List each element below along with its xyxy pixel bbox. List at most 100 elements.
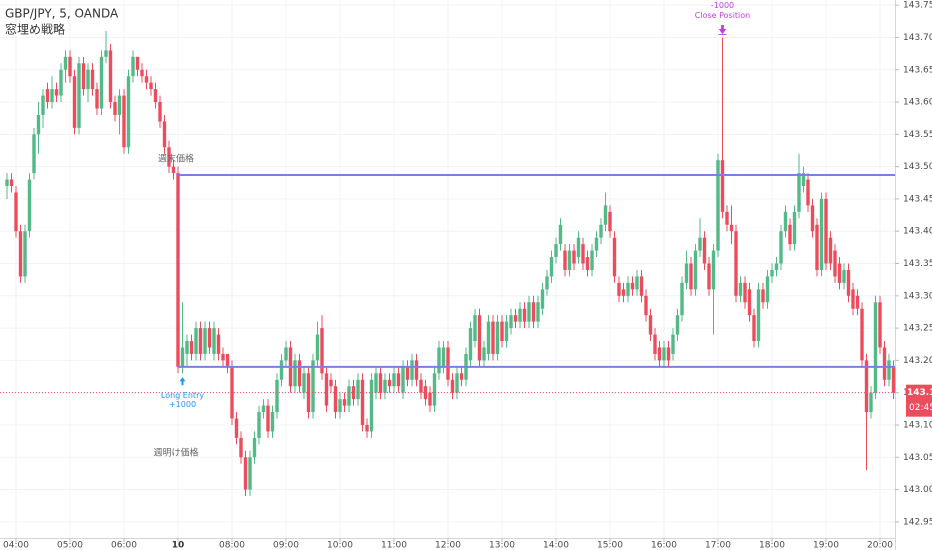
y-tick-label: 143.650 — [903, 65, 932, 75]
candle-body — [171, 166, 176, 174]
candle-body — [387, 379, 392, 387]
candle-body — [306, 373, 311, 413]
y-tick-label: 143.500 — [903, 162, 932, 172]
candle-body — [626, 282, 630, 296]
candle-body — [68, 56, 72, 77]
candle-body — [869, 392, 873, 413]
x-tick-label: 08:00 — [219, 541, 245, 550]
candle-body — [410, 360, 414, 380]
x-tick-label: 11:00 — [381, 541, 407, 550]
candle-body — [617, 282, 621, 296]
x-tick-label: 05:00 — [57, 541, 83, 550]
candle-body — [675, 315, 680, 335]
candle-body — [351, 386, 356, 400]
candle-body — [176, 173, 180, 367]
candle-body — [594, 237, 599, 251]
candle-body — [401, 366, 405, 393]
candle-body — [90, 69, 95, 90]
candle-body — [446, 347, 450, 380]
y-tick-label: 143.700 — [903, 33, 932, 43]
candle-body — [54, 89, 59, 96]
x-tick-label: 16:00 — [651, 541, 677, 550]
candle-body — [702, 237, 707, 264]
candle-body — [257, 412, 261, 438]
candle-body — [99, 56, 104, 109]
candle-body — [207, 328, 212, 348]
y-tick-label: 143.750 — [903, 1, 932, 11]
candle-body — [720, 160, 725, 212]
candle-body — [360, 379, 365, 425]
candle-body — [369, 379, 374, 432]
candle-body — [311, 360, 315, 413]
y-tick-label: 143.250 — [903, 324, 932, 334]
candle-body — [644, 295, 648, 316]
candle-body — [297, 360, 302, 387]
candle-body — [27, 179, 32, 232]
candle-body — [567, 250, 572, 270]
candle-body — [752, 315, 756, 342]
candle-body — [122, 95, 126, 148]
candle-body — [608, 211, 612, 232]
candle-body — [320, 328, 324, 374]
candle-body — [95, 89, 99, 109]
candle-body — [216, 334, 221, 354]
x-tick-label: 13:00 — [489, 541, 515, 550]
candle-body — [378, 373, 383, 393]
candle-body — [527, 302, 531, 322]
candle-body — [693, 250, 698, 290]
candle-body — [819, 198, 824, 270]
candle-body — [491, 321, 495, 354]
y-tick-label: 143.350 — [903, 259, 932, 269]
candle-body — [50, 89, 54, 103]
candle-body — [635, 276, 639, 290]
exit-arrow — [718, 25, 727, 35]
candle-body — [729, 224, 734, 232]
candle-body — [329, 379, 333, 387]
candle-body — [549, 257, 554, 277]
signal-label: Long Entry — [161, 391, 204, 400]
last-price-label: 143.150 — [907, 388, 932, 398]
candle-body — [180, 347, 185, 367]
candle-body — [77, 63, 81, 128]
candle-body — [23, 231, 27, 277]
candle-body — [878, 302, 882, 348]
candle-body — [684, 263, 689, 283]
candle-body — [149, 82, 153, 90]
x-tick-label: 15:00 — [597, 541, 623, 550]
candle-body — [468, 328, 473, 361]
candle-body — [846, 269, 851, 296]
candle-body — [324, 373, 329, 406]
candle-body — [779, 231, 783, 264]
candle-body — [185, 341, 189, 354]
candle-body — [374, 373, 378, 393]
candle-body — [473, 315, 477, 342]
candle-body — [108, 50, 113, 103]
candle-body — [279, 360, 284, 380]
line-label: 週末価格 — [158, 153, 194, 165]
candle-body — [450, 379, 455, 393]
candle-body — [855, 295, 860, 309]
candle-body — [315, 334, 320, 361]
candle-body — [167, 147, 171, 167]
candle-body — [891, 366, 896, 393]
candle-body — [275, 379, 279, 413]
candle-body — [774, 263, 779, 270]
candle-body — [770, 269, 774, 277]
last-price-box — [906, 384, 932, 417]
candle-body — [144, 76, 149, 83]
candle-body — [126, 76, 131, 148]
candle-body — [302, 373, 306, 393]
candle-body — [81, 63, 86, 90]
candle-body — [405, 366, 410, 380]
y-tick-label: 143.600 — [903, 98, 932, 108]
candle-body — [198, 328, 203, 354]
candle-body — [873, 302, 878, 393]
candle-body — [252, 437, 257, 458]
candle-body — [504, 321, 509, 342]
candle-body — [630, 282, 635, 290]
candle-body — [72, 76, 77, 128]
candle-body — [495, 321, 500, 354]
candle-body — [563, 250, 567, 270]
candle-body — [680, 282, 684, 316]
candle-body — [585, 257, 590, 270]
